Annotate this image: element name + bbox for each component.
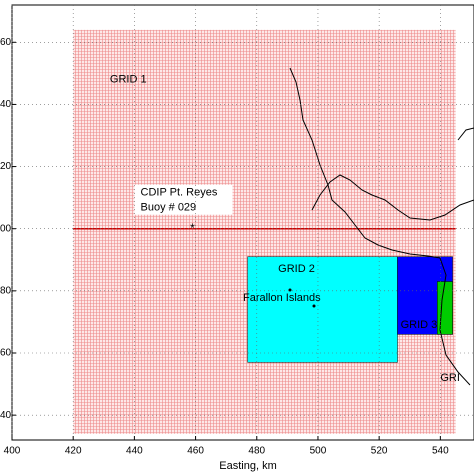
x-tick-label: 440	[126, 446, 143, 457]
grid-label: GRI	[440, 372, 460, 384]
x-tick-label: 400	[4, 446, 21, 457]
grid-label: GRID 2	[278, 263, 315, 275]
buoy-label-box	[134, 184, 233, 215]
y-tick-label: 40	[0, 99, 12, 110]
coastline	[311, 174, 474, 221]
grid-region	[437, 281, 453, 335]
x-axis-label: Easting, km	[219, 460, 276, 472]
x-tick-label: 480	[248, 446, 265, 457]
coastline	[457, 127, 474, 141]
y-tick-label: 20	[0, 161, 12, 172]
x-tick-label: 460	[187, 446, 204, 457]
island-label: Farallon Islands	[243, 292, 321, 304]
y-tick-label: 60	[0, 37, 12, 48]
x-tick-label: 520	[371, 446, 388, 457]
x-tick-label: 420	[65, 446, 82, 457]
buoy-id: Buoy # 029	[141, 202, 197, 214]
grid-region	[73, 29, 456, 434]
y-tick-label: 80	[0, 285, 12, 296]
buoy-name: CDIP Pt. Reyes	[141, 187, 218, 199]
y-tick-label: 00	[0, 223, 12, 234]
y-tick-label: 60	[0, 348, 12, 359]
y-tick-label: 40	[0, 410, 12, 421]
plot-frame	[11, 4, 474, 441]
grid-region	[247, 256, 398, 363]
x-tick-label: 540	[432, 446, 449, 457]
buoy-marker: *	[190, 221, 195, 235]
x-tick-label: 500	[310, 446, 327, 457]
island	[312, 304, 316, 308]
island	[288, 288, 292, 292]
grid-label: GRID 1	[110, 73, 147, 85]
grid-label: GRID 3	[401, 319, 438, 331]
coastline	[289, 67, 471, 386]
